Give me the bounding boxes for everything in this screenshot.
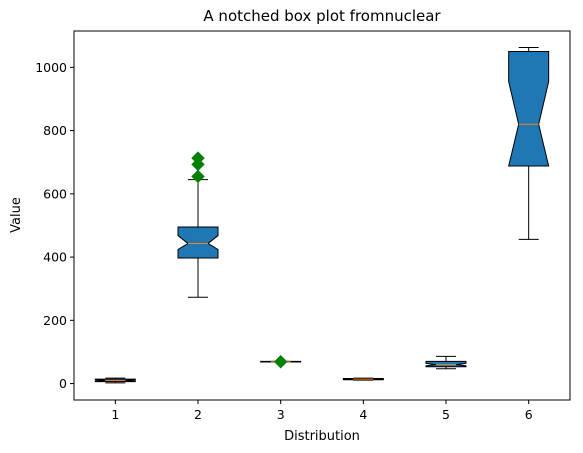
x-tick-label: 4 (359, 407, 367, 422)
x-tick-label: 1 (111, 407, 119, 422)
y-tick-label: 600 (43, 186, 67, 201)
box-1 (94, 377, 136, 384)
plot-area (94, 46, 550, 384)
box-2 (177, 151, 219, 298)
x-axis-label: Distribution (284, 429, 360, 444)
flier-point (273, 355, 288, 369)
x-axis: 1 2 3 4 5 6 (111, 400, 533, 422)
y-tick-label: 1000 (35, 60, 67, 75)
box-body (508, 51, 550, 167)
y-tick-label: 0 (59, 376, 67, 391)
x-tick-label: 6 (525, 407, 533, 422)
box-6 (508, 46, 550, 240)
box-3 (260, 355, 302, 369)
plot-frame (73, 30, 571, 401)
y-tick-label: 200 (43, 313, 67, 328)
flier-point (191, 151, 205, 165)
y-tick-label: 800 (43, 123, 67, 138)
chart-title: A notched box plot fromnuclear (203, 7, 441, 25)
box-5 (425, 355, 467, 370)
box-4 (342, 377, 384, 381)
flier-point (191, 169, 205, 184)
y-axis-label: Value (9, 197, 24, 233)
y-tick-label: 400 (43, 250, 67, 265)
box-body (177, 226, 219, 259)
x-tick-label: 5 (442, 407, 450, 422)
x-tick-label: 3 (277, 407, 285, 422)
y-axis: 0 200 400 600 800 1000 (35, 60, 74, 391)
x-tick-label: 2 (194, 407, 202, 422)
